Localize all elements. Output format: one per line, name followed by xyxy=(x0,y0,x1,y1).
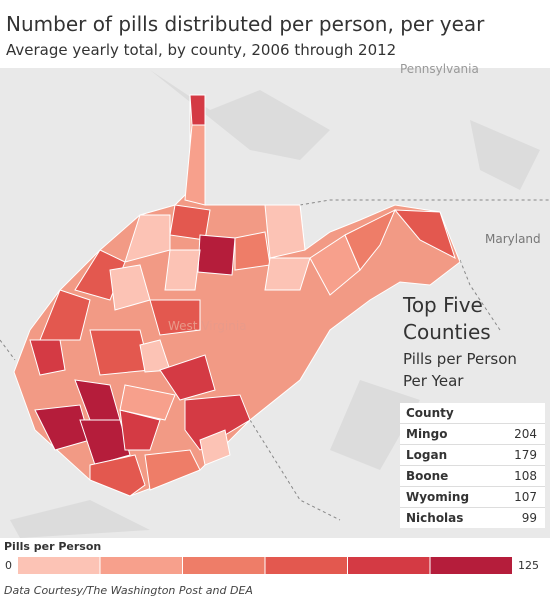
counties xyxy=(29,94,456,497)
panel-title: Top Five Counties xyxy=(403,293,491,344)
header-cell: County xyxy=(406,406,454,420)
county xyxy=(169,204,211,241)
county xyxy=(149,299,201,336)
county xyxy=(184,124,206,206)
table-row: Nicholas 99 xyxy=(400,507,545,528)
legend-swatch xyxy=(183,557,265,574)
top-table: County Mingo 204 Logan 179 Boone 108 Wyoming 10… xyxy=(400,403,545,528)
state-border xyxy=(0,339,341,521)
subtitle: Average yearly total, by county, 2006 th… xyxy=(6,41,397,59)
map-label: Pennsylvania xyxy=(400,62,479,76)
county xyxy=(119,409,161,451)
state-border xyxy=(459,259,501,331)
county xyxy=(344,208,396,271)
county-value: 99 xyxy=(521,511,537,525)
legend-swatch xyxy=(100,557,182,574)
county xyxy=(199,429,231,466)
county xyxy=(264,204,306,259)
table-row: Logan 179 xyxy=(400,444,545,465)
county xyxy=(234,231,271,271)
title: Number of pills distributed per person, … xyxy=(6,12,485,36)
legend-title: Pills per Person xyxy=(4,540,102,553)
county-name: Logan xyxy=(406,448,448,462)
county-value: 107 xyxy=(514,490,537,504)
county xyxy=(144,449,201,491)
county xyxy=(197,234,236,276)
county xyxy=(393,209,456,260)
county-name: Mingo xyxy=(406,427,448,441)
county xyxy=(264,257,311,291)
county xyxy=(89,454,146,497)
county-name: Wyoming xyxy=(406,490,470,504)
legend-swatch xyxy=(265,557,347,574)
legend-swatch xyxy=(430,557,512,574)
legend-min: 0 xyxy=(5,559,12,572)
legend-swatch xyxy=(18,557,100,574)
table-header: County xyxy=(400,403,545,423)
legend-max: 125 xyxy=(518,559,539,572)
table-row: Mingo 204 xyxy=(400,423,545,444)
table-row: Wyoming 107 xyxy=(400,486,545,507)
county xyxy=(79,419,131,466)
legend-swatch xyxy=(348,557,430,574)
county xyxy=(29,339,66,376)
county xyxy=(164,249,201,291)
county-name: Boone xyxy=(406,469,449,483)
county-value: 204 xyxy=(514,427,537,441)
footer: Data Courtesy/The Washington Post and DE… xyxy=(4,584,253,597)
county xyxy=(119,384,176,421)
county xyxy=(159,354,216,401)
panel-subtitle: Pills per Person Per Year xyxy=(403,350,517,390)
county-name: Nicholas xyxy=(406,511,464,525)
state-border xyxy=(299,199,550,206)
map-label: Maryland xyxy=(485,232,541,246)
table-row: Boone 108 xyxy=(400,465,545,486)
county xyxy=(189,94,206,126)
county xyxy=(39,289,91,341)
county-value: 108 xyxy=(514,469,537,483)
county-value: 179 xyxy=(514,448,537,462)
map-label: West Virginia xyxy=(168,319,247,333)
